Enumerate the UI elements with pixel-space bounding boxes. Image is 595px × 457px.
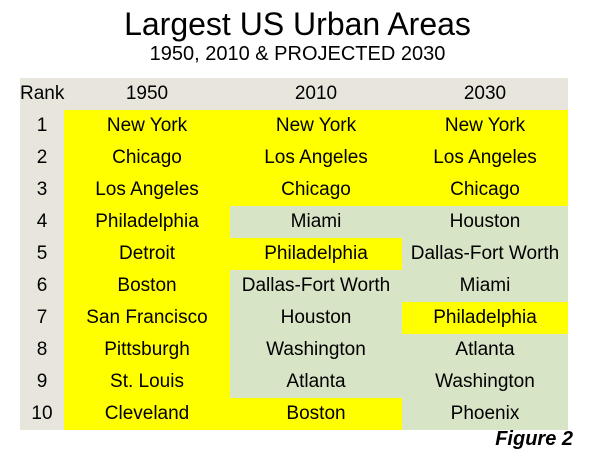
city-cell-2010: Philadelphia — [230, 238, 402, 270]
table-row: 2 Chicago Los Angeles Los Angeles — [20, 142, 568, 174]
table-body: 1 New York New York New York 2 Chicago Los Ang… — [20, 110, 568, 430]
chart-subtitle: 1950, 2010 & PROJECTED 2030 — [149, 43, 446, 65]
city-cell-2030: Los Angeles — [402, 142, 568, 174]
city-cell-2030: Miami — [402, 270, 568, 302]
table-row: 8 Pittsburgh Washington Atlanta — [20, 334, 568, 366]
rank-cell: 6 — [20, 270, 64, 302]
table-row: 9 St. Louis Atlanta Washington — [20, 366, 568, 398]
table-row: 7 San Francisco Houston Philadelphia — [20, 302, 568, 334]
table-row: 5 Detroit Philadelphia Dallas-Fort Worth — [20, 238, 568, 270]
city-cell-2010: Atlanta — [230, 366, 402, 398]
city-cell-2030: Philadelphia — [402, 302, 568, 334]
table-row: 6 Boston Dallas-Fort Worth Miami — [20, 270, 568, 302]
city-cell-2030: Chicago — [402, 174, 568, 206]
city-cell-1950: Los Angeles — [64, 174, 230, 206]
table-row: 3 Los Angeles Chicago Chicago — [20, 174, 568, 206]
city-cell-2030: Phoenix — [402, 398, 568, 430]
rank-cell: 9 — [20, 366, 64, 398]
table-row: 10 Cleveland Boston Phoenix — [20, 398, 568, 430]
city-cell-1950: New York — [64, 110, 230, 142]
city-cell-1950: Pittsburgh — [64, 334, 230, 366]
column-header-2010: 2010 — [230, 78, 402, 110]
chart-title: Largest US Urban Areas — [124, 6, 471, 42]
city-cell-2010: Miami — [230, 206, 402, 238]
city-cell-2010: Dallas-Fort Worth — [230, 270, 402, 302]
city-cell-2030: Washington — [402, 366, 568, 398]
city-cell-2010: Houston — [230, 302, 402, 334]
rank-cell: 4 — [20, 206, 64, 238]
city-cell-1950: Boston — [64, 270, 230, 302]
urban-areas-table: Rank 1950 2010 2030 1 New York New York New… — [20, 78, 568, 430]
city-cell-1950: San Francisco — [64, 302, 230, 334]
table-row: 4 Philadelphia Miami Houston — [20, 206, 568, 238]
city-cell-2010: Washington — [230, 334, 402, 366]
city-cell-1950: Cleveland — [64, 398, 230, 430]
rank-cell: 7 — [20, 302, 64, 334]
city-cell-2030: Dallas-Fort Worth — [402, 238, 568, 270]
rank-cell: 10 — [20, 398, 64, 430]
city-cell-1950: Philadelphia — [64, 206, 230, 238]
city-cell-2030: Atlanta — [402, 334, 568, 366]
city-cell-1950: Detroit — [64, 238, 230, 270]
rank-cell: 3 — [20, 174, 64, 206]
column-header-rank: Rank — [20, 78, 64, 110]
rank-cell: 1 — [20, 110, 64, 142]
column-header-1950: 1950 — [64, 78, 230, 110]
city-cell-1950: St. Louis — [64, 366, 230, 398]
city-cell-2010: Boston — [230, 398, 402, 430]
rank-cell: 8 — [20, 334, 64, 366]
city-cell-1950: Chicago — [64, 142, 230, 174]
table-header-row: Rank 1950 2010 2030 — [20, 78, 568, 110]
city-cell-2030: Houston — [402, 206, 568, 238]
column-header-2030: 2030 — [402, 78, 568, 110]
city-cell-2010: Los Angeles — [230, 142, 402, 174]
rank-cell: 5 — [20, 238, 64, 270]
figure-label: Figure 2 — [495, 428, 573, 450]
rank-cell: 2 — [20, 142, 64, 174]
city-cell-2010: Chicago — [230, 174, 402, 206]
city-cell-2030: New York — [402, 110, 568, 142]
city-cell-2010: New York — [230, 110, 402, 142]
table-row: 1 New York New York New York — [20, 110, 568, 142]
